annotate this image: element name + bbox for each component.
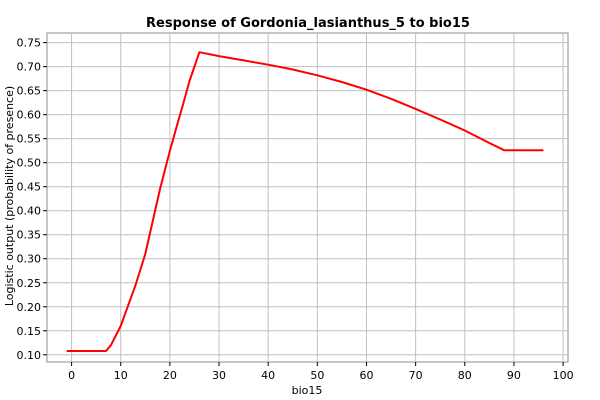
x-tick-label: 10	[114, 369, 128, 382]
x-tick-label: 70	[409, 369, 423, 382]
axis-ticks: 0 10 20 30 40 50 60 70 80 90 100 0.10 0.15 0.20 0.25 0.…	[17, 37, 574, 382]
x-tick-label: 20	[163, 369, 177, 382]
y-tick-label: 0.40	[17, 205, 42, 218]
y-tick-label: 0.65	[17, 85, 42, 98]
y-tick-label: 0.10	[17, 349, 42, 362]
series-layer	[66, 51, 544, 352]
y-tick-label: 0.20	[17, 301, 42, 314]
y-tick-label: 0.35	[17, 229, 42, 242]
x-axis-label: bio15	[292, 384, 323, 397]
y-tick-label: 0.25	[17, 277, 42, 290]
x-tick-label: 40	[261, 369, 275, 382]
chart-title: Response of Gordonia_lasianthus_5 to bio…	[146, 16, 470, 31]
y-tick-label: 0.75	[17, 37, 42, 50]
x-tick-label: 30	[212, 369, 226, 382]
x-tick-label: 0	[68, 369, 75, 382]
y-tick-label: 0.50	[17, 157, 42, 170]
y-axis-label: Logistic output (probability of presence…	[3, 86, 16, 306]
x-tick-label: 90	[507, 369, 521, 382]
y-tick-label: 0.30	[17, 253, 42, 266]
grid-lines	[47, 33, 568, 362]
x-tick-label: 60	[359, 369, 373, 382]
x-tick-label: 50	[310, 369, 324, 382]
y-tick-label: 0.70	[17, 61, 42, 74]
y-tick-label: 0.60	[17, 109, 42, 122]
response-curve-line	[66, 51, 544, 352]
y-tick-label: 0.55	[17, 133, 42, 146]
y-tick-label: 0.15	[17, 325, 42, 338]
y-tick-label: 0.45	[17, 181, 42, 194]
x-tick-label: 80	[458, 369, 472, 382]
x-tick-label: 100	[553, 369, 574, 382]
